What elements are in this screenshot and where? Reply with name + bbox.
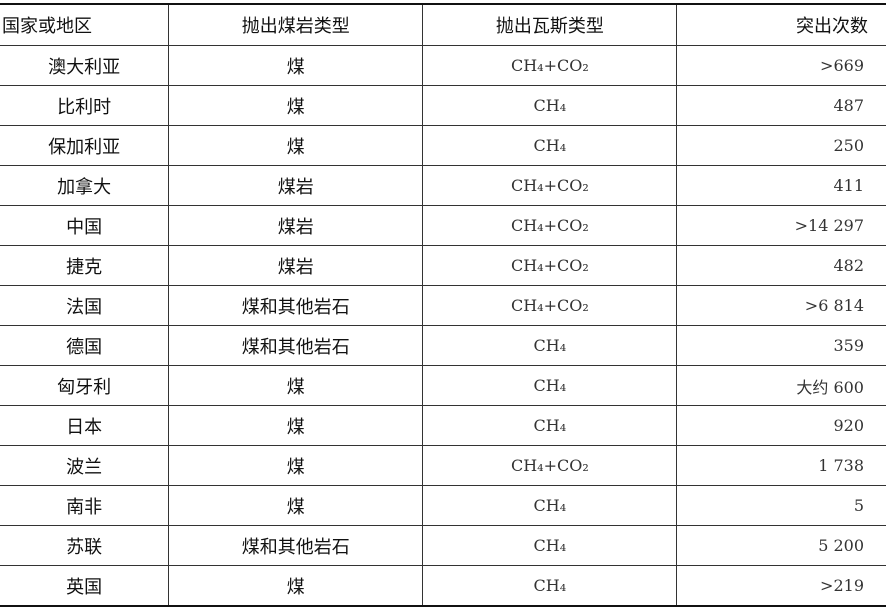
gas-type-cell: CH₄: [422, 85, 677, 126]
table-row: 比利时煤 CH₄ 487: [0, 85, 886, 126]
table-row: 匈牙利煤 CH₄ 大约 600: [0, 365, 886, 406]
rock-type-cell: 煤: [168, 445, 423, 486]
header-country: 国家或地区: [0, 4, 169, 46]
gas-type-cell: CH₄+CO₂: [422, 245, 677, 286]
table-row: 英国煤 CH₄ >219: [0, 565, 886, 607]
gas-type-cell: CH₄+CO₂: [422, 165, 677, 206]
rock-type-cell: 煤和其他岩石: [168, 525, 423, 566]
country-cell: 苏联: [0, 525, 169, 566]
count-cell: 920: [676, 405, 886, 446]
count-cell: 482: [676, 245, 886, 286]
country-cell: 波兰: [0, 445, 169, 486]
rock-type-cell: 煤: [168, 365, 423, 406]
header-gas-type: 抛出瓦斯类型: [422, 4, 677, 46]
country-cell: 澳大利亚: [0, 45, 169, 86]
outburst-table: 国家或地区 抛出煤岩类型 抛出瓦斯类型 突出次数 澳大利亚煤 CH₄+CO₂ >66…: [0, 3, 886, 607]
count-cell: >669: [676, 45, 886, 86]
table-row: 法国 煤和其他岩石 CH₄+CO₂ >6 814: [0, 285, 886, 326]
gas-type-cell: CH₄: [422, 485, 677, 526]
gas-type-cell: CH₄+CO₂: [422, 445, 677, 486]
country-cell: 匈牙利: [0, 365, 169, 406]
table-row: 澳大利亚煤 CH₄+CO₂ >669: [0, 45, 886, 86]
header-count: 突出次数: [676, 4, 886, 46]
count-cell: 5: [676, 485, 886, 526]
table-row: 加拿大 煤岩 CH₄+CO₂ 411: [0, 165, 886, 206]
country-cell: 中国: [0, 205, 169, 246]
count-cell: 大约 600: [676, 365, 886, 406]
rock-type-cell: 煤: [168, 405, 423, 446]
table-row: 德国 煤和其他岩石 CH₄ 359: [0, 325, 886, 366]
country-cell: 英国: [0, 565, 169, 607]
gas-type-cell: CH₄+CO₂: [422, 205, 677, 246]
rock-type-cell: 煤和其他岩石: [168, 325, 423, 366]
table-row: 苏联 煤和其他岩石 CH₄ 5 200: [0, 525, 886, 566]
count-cell: >14 297: [676, 205, 886, 246]
gas-type-cell: CH₄: [422, 125, 677, 166]
gas-type-cell: CH₄+CO₂: [422, 285, 677, 326]
gas-type-cell: CH₄: [422, 565, 677, 607]
count-cell: 359: [676, 325, 886, 366]
gas-type-cell: CH₄: [422, 525, 677, 566]
rock-type-cell: 煤: [168, 45, 423, 86]
country-cell: 南非: [0, 485, 169, 526]
table-row: 波兰煤 CH₄+CO₂ 1 738: [0, 445, 886, 486]
country-cell: 德国: [0, 325, 169, 366]
gas-type-cell: CH₄: [422, 325, 677, 366]
rock-type-cell: 煤和其他岩石: [168, 285, 423, 326]
count-cell: >219: [676, 565, 886, 607]
gas-type-cell: CH₄+CO₂: [422, 45, 677, 86]
table-row: 捷克 煤岩 CH₄+CO₂ 482: [0, 245, 886, 286]
count-cell: 411: [676, 165, 886, 206]
country-cell: 比利时: [0, 85, 169, 126]
rock-type-cell: 煤: [168, 85, 423, 126]
table-row: 日本煤 CH₄ 920: [0, 405, 886, 446]
country-cell: 加拿大: [0, 165, 169, 206]
count-cell: 487: [676, 85, 886, 126]
rock-type-cell: 煤岩: [168, 165, 423, 206]
rock-type-cell: 煤岩: [168, 205, 423, 246]
country-cell: 捷克: [0, 245, 169, 286]
rock-type-cell: 煤: [168, 565, 423, 607]
count-cell: 250: [676, 125, 886, 166]
header-rock-type: 抛出煤岩类型: [168, 4, 423, 46]
rock-type-cell: 煤岩: [168, 245, 423, 286]
header-row: 国家或地区 抛出煤岩类型 抛出瓦斯类型 突出次数: [0, 4, 886, 46]
count-cell: >6 814: [676, 285, 886, 326]
table-row: 南非煤 CH₄ 5: [0, 485, 886, 526]
gas-type-cell: CH₄: [422, 405, 677, 446]
count-cell: 5 200: [676, 525, 886, 566]
country-cell: 保加利亚: [0, 125, 169, 166]
table-row: 中国 煤岩 CH₄+CO₂ >14 297: [0, 205, 886, 246]
country-cell: 法国: [0, 285, 169, 326]
table-row: 保加利亚煤 CH₄ 250: [0, 125, 886, 166]
gas-type-cell: CH₄: [422, 365, 677, 406]
rock-type-cell: 煤: [168, 485, 423, 526]
country-cell: 日本: [0, 405, 169, 446]
count-cell: 1 738: [676, 445, 886, 486]
rock-type-cell: 煤: [168, 125, 423, 166]
